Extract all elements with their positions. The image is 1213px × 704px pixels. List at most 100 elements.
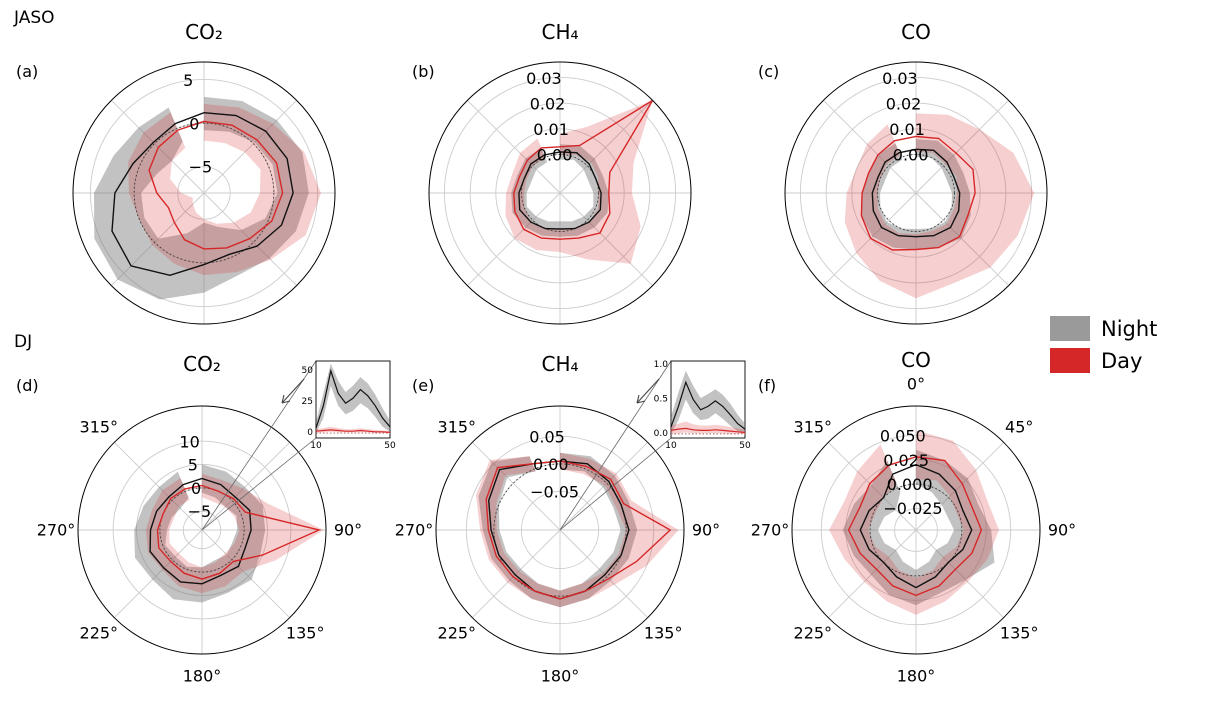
inset-y-tick-label: 0 bbox=[307, 428, 313, 438]
angle-gridline bbox=[203, 100, 297, 194]
angle-tick-label: 180° bbox=[183, 667, 222, 686]
zero-reference-circle bbox=[521, 154, 599, 232]
zoom-arrow-icon bbox=[281, 400, 291, 404]
legend-item-night: Night bbox=[1050, 316, 1157, 341]
angle-tick-label: 270° bbox=[37, 521, 76, 540]
r-tick-label: −5 bbox=[188, 502, 212, 521]
angle-gridline bbox=[472, 529, 561, 618]
angle-tick-label: 270° bbox=[751, 521, 790, 540]
zero-reference-circle bbox=[493, 463, 627, 597]
angle-gridline bbox=[828, 442, 917, 531]
r-tick-label: 0.01 bbox=[533, 120, 569, 139]
night-uncertainty-band bbox=[511, 144, 609, 237]
zero-reference-circle bbox=[133, 122, 275, 264]
night-uncertainty-band bbox=[478, 452, 638, 608]
angle-tick-label: 90° bbox=[334, 521, 362, 540]
inset-connector-line bbox=[559, 437, 672, 531]
inset-connector-line bbox=[201, 360, 317, 531]
day-uncertainty-band bbox=[844, 113, 1035, 299]
chart-title-a: CO₂ bbox=[185, 20, 223, 44]
r-tick-label: 0.01 bbox=[889, 120, 925, 139]
angle-tick-label: 45° bbox=[1005, 417, 1033, 436]
chart-title-b: CH₄ bbox=[541, 20, 579, 44]
polar-axis-outline bbox=[784, 61, 1048, 325]
day-uncertainty-band bbox=[476, 452, 679, 608]
inset-day-line bbox=[670, 427, 746, 434]
legend-item-day: Day bbox=[1050, 348, 1157, 373]
angle-tick-label: 90° bbox=[1048, 521, 1076, 540]
angle-gridline bbox=[915, 529, 1004, 618]
r-tick-label: −0.05 bbox=[530, 482, 579, 501]
inset-y-tick-label: 0.0 bbox=[654, 429, 669, 439]
zero-reference-circle bbox=[869, 483, 963, 577]
night-median-line bbox=[859, 463, 973, 589]
zoom-arrow-icon bbox=[636, 378, 660, 404]
inset-plot bbox=[670, 360, 746, 439]
zero-reference-circle bbox=[877, 154, 955, 232]
zoom-arrow-icon bbox=[636, 400, 646, 404]
day-median-line bbox=[485, 460, 672, 600]
r-tick-label: −5 bbox=[189, 158, 213, 177]
angle-tick-label: 315° bbox=[80, 417, 119, 436]
day-median-line bbox=[156, 484, 322, 580]
chart-title-e: CH₄ bbox=[541, 352, 579, 376]
r-tick-label: 0.00 bbox=[537, 145, 573, 164]
angle-tick-label: 0° bbox=[907, 375, 925, 394]
zoom-arrow-icon bbox=[636, 394, 640, 404]
angle-gridline bbox=[915, 100, 1009, 194]
r-tick-label: 0 bbox=[189, 114, 199, 133]
inset-day-line bbox=[315, 429, 391, 433]
r-tick-label: 0.02 bbox=[530, 95, 566, 114]
night-median-line bbox=[149, 477, 252, 585]
angle-tick-label: 225° bbox=[80, 624, 119, 643]
polar-axis-outline bbox=[428, 61, 692, 325]
chart-title-d: CO₂ bbox=[183, 352, 221, 376]
inset-night-line bbox=[670, 380, 746, 430]
day-median-line bbox=[860, 135, 976, 251]
angle-gridline bbox=[111, 192, 205, 286]
r-tick-label: 0.05 bbox=[529, 428, 565, 447]
legend-night-swatch bbox=[1050, 316, 1090, 341]
polar-chart-f: 0.050 0.025 0.000 −0.025 0° 45° 90° 135° 180° 225… bbox=[751, 375, 1076, 686]
angle-gridline bbox=[201, 529, 290, 618]
night-median-line bbox=[518, 151, 602, 230]
season-label-dj: DJ bbox=[14, 332, 33, 352]
panel-label-a: (a) bbox=[16, 62, 39, 81]
inset-night-band bbox=[671, 370, 745, 434]
r-tick-label: 0 bbox=[191, 479, 201, 498]
angle-tick-label: 135° bbox=[1000, 624, 1039, 643]
polar-chart-b: 0.03 0.02 0.01 0.00 bbox=[428, 61, 692, 325]
inset-connector-line bbox=[559, 360, 672, 531]
chart-title-f: CO bbox=[901, 348, 931, 372]
day-median-line bbox=[847, 456, 983, 597]
angle-tick-label: 225° bbox=[438, 624, 477, 643]
angle-tick-label: 180° bbox=[541, 667, 580, 686]
r-tick-label: 5 bbox=[188, 456, 198, 475]
angle-gridline bbox=[467, 192, 561, 286]
polar-chart-e: 0.05 0.00 −0.05 90° 135° 180° 225° 270° 315° 0.0 0… bbox=[395, 360, 751, 685]
angle-gridline bbox=[201, 442, 290, 531]
polar-axis-outline bbox=[435, 405, 685, 655]
inset-y-tick-label: 50 bbox=[302, 366, 314, 376]
night-median-line bbox=[871, 148, 961, 238]
zero-reference-circle bbox=[159, 487, 245, 573]
panel-label-c: (c) bbox=[758, 62, 780, 81]
polar-axis-outline bbox=[72, 61, 336, 325]
angle-gridline bbox=[114, 442, 203, 531]
inset-plot bbox=[315, 360, 391, 439]
angle-gridline bbox=[559, 192, 653, 286]
r-tick-label: 5 bbox=[183, 71, 193, 90]
night-uncertainty-band bbox=[842, 449, 995, 606]
inset-connector-line bbox=[201, 437, 317, 531]
panel-label-e: (e) bbox=[412, 376, 435, 395]
angle-gridline bbox=[915, 192, 1009, 286]
panel-label-d: (d) bbox=[16, 376, 39, 395]
legend: Night Day bbox=[1050, 316, 1157, 380]
angle-tick-label: 135° bbox=[286, 624, 325, 643]
angle-gridline bbox=[111, 100, 205, 194]
legend-day-label: Day bbox=[1101, 348, 1143, 373]
angle-gridline bbox=[472, 442, 561, 531]
polar-axis-outline bbox=[77, 405, 327, 655]
